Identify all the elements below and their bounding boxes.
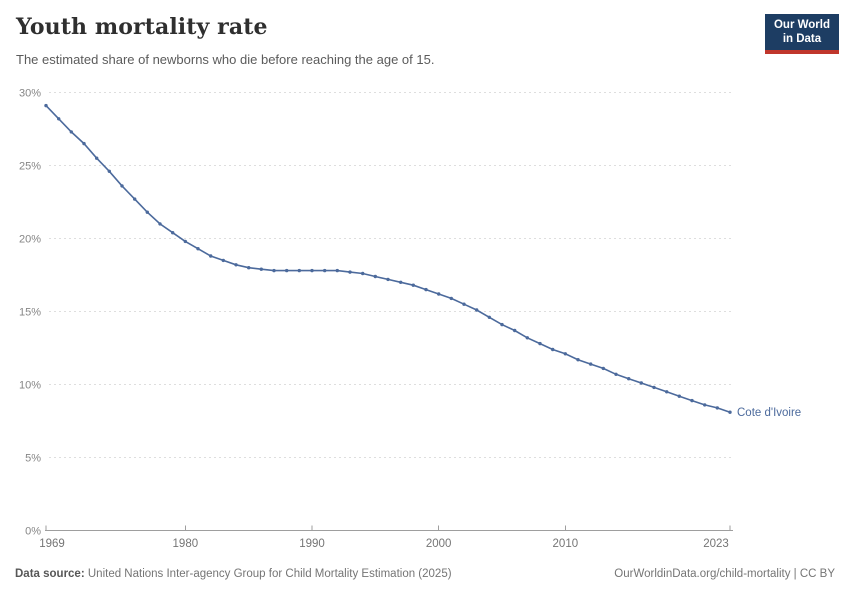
x-tick-label: 1990 (299, 538, 325, 550)
data-point[interactable] (361, 271, 365, 276)
data-point[interactable] (665, 390, 669, 394)
data-line[interactable] (45, 105, 731, 413)
y-tick-label: 25% (19, 161, 41, 173)
data-point[interactable] (614, 372, 618, 376)
x-tick-label: 2010 (553, 538, 579, 550)
y-tick-label: 30% (19, 88, 41, 100)
data-point[interactable] (209, 254, 213, 258)
data-point[interactable] (348, 270, 352, 274)
data-point[interactable] (500, 322, 504, 327)
chart-subtitle: The estimated share of newborns who die … (16, 52, 435, 67)
owid-logo[interactable]: Our World in Data (764, 14, 839, 54)
y-tick-label: 15% (19, 307, 41, 319)
x-tick-label: 1980 (173, 538, 199, 550)
data-point[interactable] (57, 117, 61, 121)
data-point[interactable] (335, 268, 339, 273)
data-source: Data source: United Nations Inter-agency… (15, 568, 452, 580)
data-point[interactable] (310, 268, 314, 273)
data-point[interactable] (399, 280, 403, 284)
chart-title: Youth mortality rate (16, 14, 268, 40)
data-source-text: United Nations Inter-agency Group for Ch… (84, 568, 452, 580)
data-point[interactable] (487, 315, 491, 319)
data-point[interactable] (424, 287, 428, 292)
data-point[interactable] (589, 362, 593, 366)
data-point[interactable] (95, 156, 99, 160)
data-point[interactable] (386, 277, 390, 282)
x-tick-label: 2023 (703, 538, 729, 550)
chart-footer: Data source: United Nations Inter-agency… (15, 568, 835, 580)
data-point[interactable] (513, 328, 517, 333)
footer-link[interactable]: OurWorldinData.org/child-mortality | CC … (614, 568, 835, 580)
data-point[interactable] (323, 268, 327, 273)
data-point[interactable] (196, 247, 200, 251)
data-point[interactable] (82, 141, 86, 146)
y-tick-label: 10% (19, 380, 41, 392)
data-point[interactable] (677, 394, 681, 398)
data-point[interactable] (411, 283, 415, 287)
entity-label[interactable]: Cote d'Ivoire (737, 407, 801, 419)
data-point[interactable] (652, 385, 656, 390)
data-point[interactable] (272, 268, 276, 273)
data-point[interactable] (120, 184, 124, 188)
data-point[interactable] (627, 377, 631, 381)
data-point[interactable] (475, 308, 479, 312)
x-tick-label: 2000 (426, 538, 452, 550)
data-point[interactable] (639, 381, 643, 385)
data-point[interactable] (133, 197, 137, 201)
logo-line2: in Data (782, 33, 822, 46)
data-point[interactable] (373, 274, 377, 279)
data-point[interactable] (449, 296, 453, 301)
data-point[interactable] (538, 341, 542, 346)
data-point[interactable] (690, 398, 694, 403)
data-point[interactable] (145, 210, 149, 214)
logo-line1: Our World (773, 19, 830, 31)
data-point[interactable] (158, 222, 162, 226)
data-point[interactable] (107, 169, 112, 173)
data-point[interactable] (576, 358, 580, 362)
data-point[interactable] (601, 366, 605, 371)
data-point[interactable] (551, 347, 555, 352)
data-point[interactable] (183, 239, 187, 244)
y-tick-label: 0% (25, 526, 41, 538)
data-point[interactable] (563, 352, 567, 356)
data-point[interactable] (259, 267, 263, 271)
data-point[interactable] (285, 268, 289, 273)
y-tick-label: 5% (25, 453, 41, 465)
data-point[interactable] (44, 103, 48, 108)
data-point[interactable] (247, 266, 251, 270)
data-source-label: Data source: (15, 568, 85, 580)
data-point[interactable] (297, 268, 301, 273)
y-tick-label: 20% (19, 234, 41, 246)
data-point[interactable] (69, 130, 74, 134)
data-point[interactable] (703, 403, 707, 407)
data-point[interactable] (525, 336, 529, 340)
data-point[interactable] (728, 410, 732, 414)
data-point[interactable] (234, 263, 238, 267)
data-point[interactable] (462, 302, 466, 306)
data-point[interactable] (221, 258, 225, 263)
data-point[interactable] (715, 406, 719, 410)
data-point[interactable] (171, 231, 175, 235)
data-point[interactable] (437, 292, 441, 296)
x-tick-label: 1969 (39, 538, 65, 550)
